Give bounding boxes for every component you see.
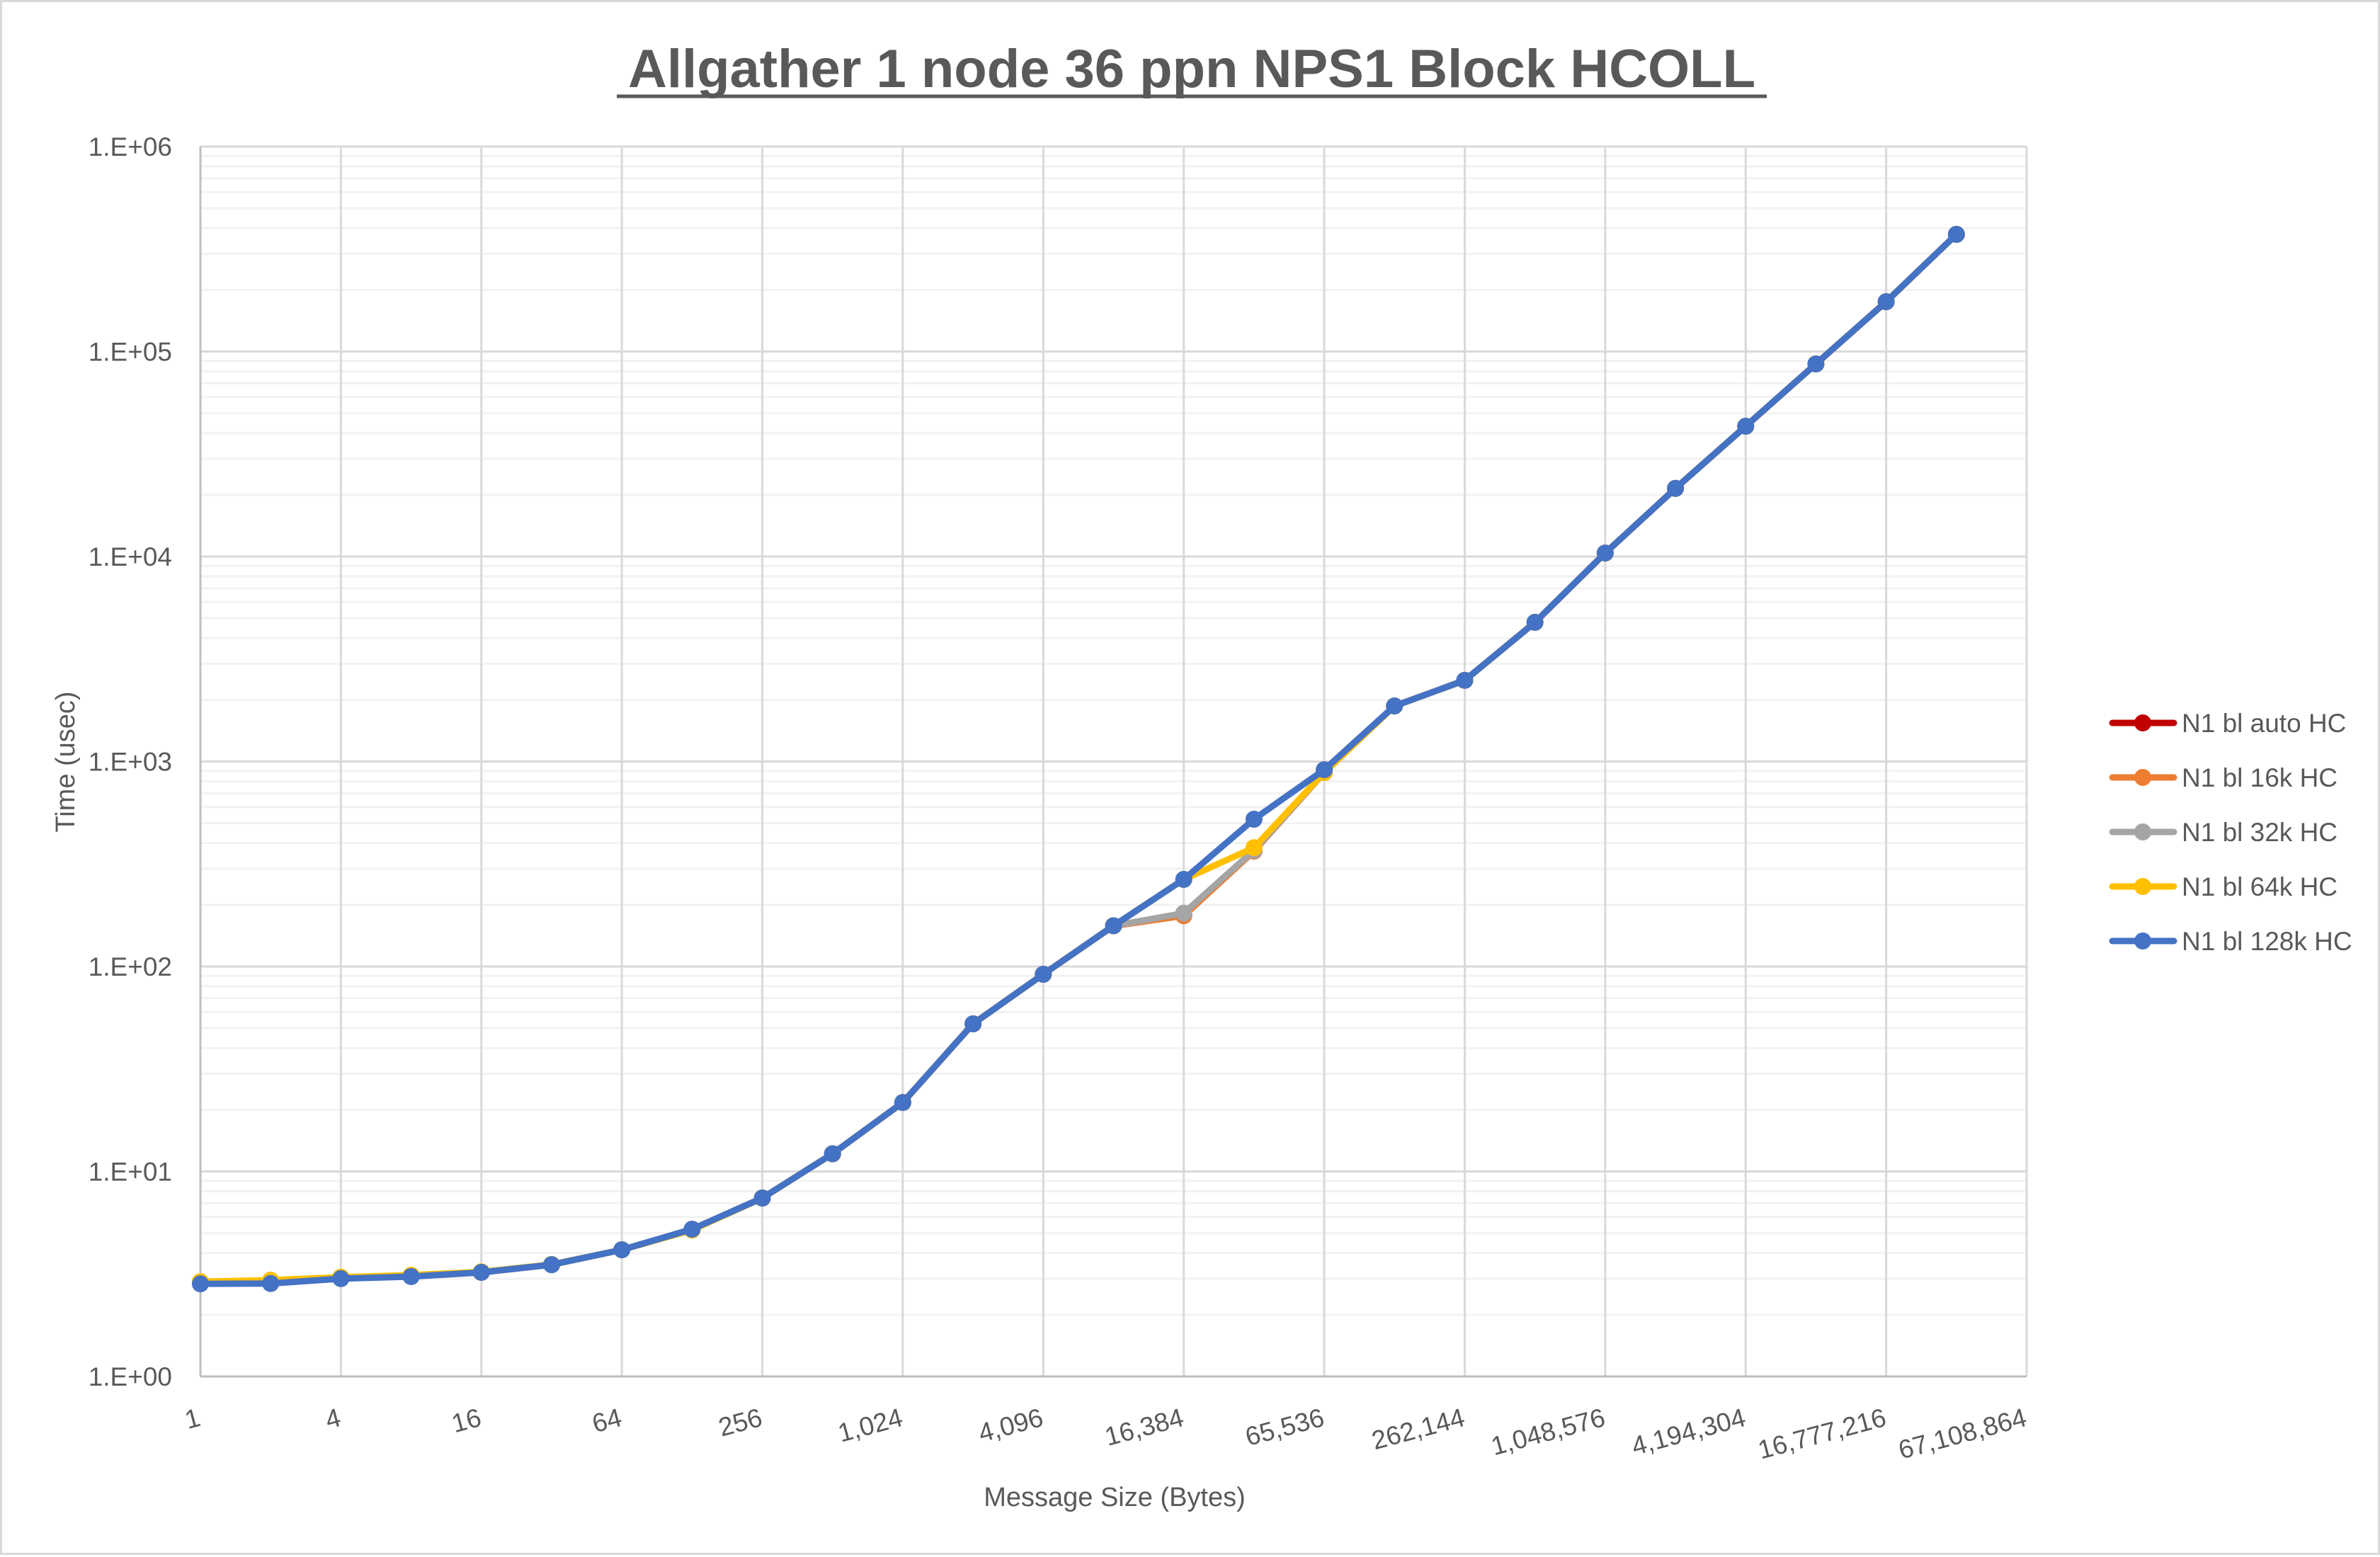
chart-title: Allgather 1 node 36 ppn NPS1 Block HCOLL [628,39,1755,99]
x-tick-label: 67,108,864 [1896,1403,2029,1465]
series-n1-bl-128k-hc [192,225,1965,1293]
data-point-marker [1175,904,1192,922]
x-tick-label: 262,144 [1369,1403,1468,1455]
legend-label: N1 bl 32k HC [2182,818,2338,847]
data-point-marker [262,1274,280,1292]
data-point-marker [1807,355,1825,373]
legend-marker-icon [2134,933,2151,949]
data-point-marker [964,1015,982,1033]
series-line [197,231,1960,1287]
series-n1-bl-16k-hc [192,225,1965,1292]
legend-item: N1 bl 64k HC [2109,872,2338,901]
legend-label: N1 bl 64k HC [2182,872,2338,901]
data-point-marker [753,1190,771,1207]
series-line [197,231,1960,1287]
x-tick-label: 4,194,304 [1629,1403,1749,1461]
x-axis-tick-labels: 1 4 16 64 256 1,024 4,096 16,384 65,536 262,144 1,… [182,1403,2029,1465]
x-tick-label: 16,384 [1102,1403,1187,1452]
data-point-marker [472,1263,490,1281]
legend-marker-icon [2134,714,2151,731]
data-point-marker [1386,697,1403,715]
y-axis-tick-labels: 1.E+00 1.E+01 1.E+02 1.E+03 1.E+04 1.E+05 1.E+… [89,132,172,1391]
legend-item: N1 bl 128k HC [2109,927,2352,956]
y-axis-title: Time (usec) [51,691,81,832]
minor-gridlines [200,154,2027,1316]
x-tick-label: 16 [448,1403,484,1438]
data-point-marker [542,1256,560,1274]
data-point-marker [683,1220,701,1238]
legend-marker-icon [2134,769,2151,786]
x-tick-label: 1 [182,1403,203,1435]
x-axis-title: Message Size (Bytes) [984,1483,1246,1512]
x-tick-label: 64 [589,1403,625,1438]
data-point-marker [1596,544,1614,562]
x-tick-label: 1,048,576 [1488,1403,1608,1461]
x-tick-label: 256 [715,1403,765,1442]
legend-marker-icon [2134,878,2151,895]
series-n1-bl-auto-hc [192,225,1965,1292]
legend-item: N1 bl auto HC [2109,709,2346,738]
series-n1-bl-64k-hc [192,225,1965,1291]
y-tick-label: 1.E+02 [89,952,172,981]
data-point-marker [1667,479,1685,497]
data-point-marker [1035,966,1052,983]
data-point-marker [1877,293,1895,311]
y-tick-label: 1.E+01 [89,1158,172,1187]
data-point-marker [824,1145,841,1163]
data-point-marker [1947,225,1965,243]
data-point-marker [1245,810,1263,828]
legend-item: N1 bl 16k HC [2109,763,2338,792]
data-point-marker [332,1270,350,1287]
x-tick-label: 4 [322,1403,343,1435]
series-line [197,231,1960,1286]
data-point-marker [192,1275,209,1293]
data-point-marker [402,1267,420,1285]
x-tick-label: 4,096 [975,1403,1046,1448]
data-point-marker [1737,418,1755,435]
legend-label: N1 bl 128k HC [2182,927,2352,956]
data-point-marker [1245,839,1263,857]
data-point-marker [613,1241,631,1259]
y-tick-label: 1.E+03 [89,748,172,777]
legend-marker-icon [2134,823,2151,840]
x-tick-label: 65,536 [1242,1403,1327,1452]
series-n1-bl-32k-hc [192,225,1965,1291]
legend: N1 bl auto HC N1 bl 16k HC N1 bl 32k HC N1 … [2109,709,2352,956]
data-point-marker [1316,761,1333,779]
y-tick-label: 1.E+00 [89,1362,172,1391]
series-line [197,231,1960,1287]
y-tick-label: 1.E+04 [89,542,172,571]
legend-label: N1 bl 16k HC [2182,763,2338,792]
legend-label: N1 bl auto HC [2182,709,2346,738]
plot-axes [199,147,2027,1378]
x-tick-label: 1,024 [835,1403,906,1448]
series-line [197,231,1960,1285]
data-point-marker [1456,671,1474,689]
data-point-marker [894,1094,911,1112]
data-point-marker [1105,917,1122,935]
data-point-marker [1526,613,1544,631]
y-tick-label: 1.E+06 [89,132,172,161]
data-series [192,225,1965,1293]
legend-item: N1 bl 32k HC [2109,818,2338,847]
y-tick-label: 1.E+05 [89,338,172,367]
x-tick-label: 16,777,216 [1755,1403,1889,1465]
data-point-marker [1175,870,1192,888]
